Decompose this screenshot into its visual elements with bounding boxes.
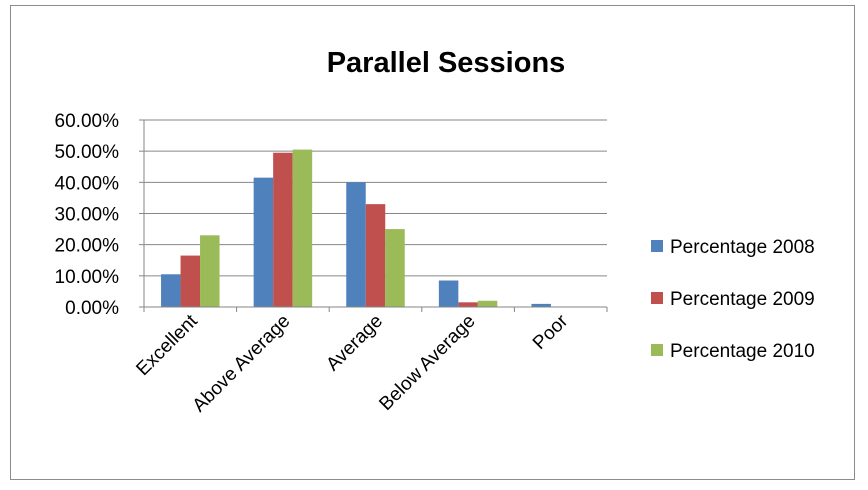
bar-below-average-series-2: [458, 302, 478, 307]
legend-swatch: [651, 292, 663, 304]
bar-excellent-series-3: [200, 235, 220, 307]
bar-average-series-3: [385, 229, 405, 307]
y-axis-ticks: 0.00% 10.00% 20.00% 30.00% 40.00% 50.00% 60.00…: [55, 111, 144, 319]
bar-above-average-series-2: [273, 152, 293, 307]
bar-excellent-series-2: [180, 255, 201, 307]
x-tick-label: Average: [322, 311, 387, 376]
bar-below-average-series-1: [438, 280, 459, 307]
bar-above-average-series-1: [253, 177, 274, 307]
bar-poor-series-1: [531, 303, 551, 307]
y-tick-label: 20.00%: [55, 236, 120, 257]
legend-swatch: [651, 344, 663, 356]
y-tick-label: 30.00%: [55, 205, 120, 226]
x-tick-label: Above Average: [189, 311, 295, 417]
legend: Percentage 2008 Percentage 2009 Percentage…: [651, 237, 815, 362]
gridlines: [144, 119, 607, 277]
bar-average-series-1: [346, 182, 366, 307]
legend-label: Percentage 2009: [670, 289, 815, 310]
bar-below-average-series-3: [477, 300, 498, 307]
y-tick-label: 40.00%: [55, 173, 120, 194]
chart-area: [10, 5, 855, 480]
y-tick-label: 50.00%: [55, 142, 120, 163]
x-tick-label: Excellent: [132, 310, 202, 380]
y-tick-label: 0.00%: [65, 298, 119, 319]
bar-excellent-series-1: [161, 274, 181, 307]
chart-title: Parallel Sessions: [327, 47, 566, 79]
legend-label: Percentage 2010: [670, 341, 815, 362]
bar-above-average-series-3: [292, 149, 313, 307]
y-tick-label: 60.00%: [55, 111, 120, 132]
legend-label: Percentage 2008: [670, 237, 815, 258]
bars: [161, 149, 551, 307]
bar-average-series-2: [365, 204, 386, 307]
legend-swatch: [651, 240, 663, 252]
y-tick-label: 10.00%: [55, 267, 120, 288]
x-tick-label: Below Average: [375, 311, 479, 415]
x-tick-label: Poor: [529, 310, 573, 354]
